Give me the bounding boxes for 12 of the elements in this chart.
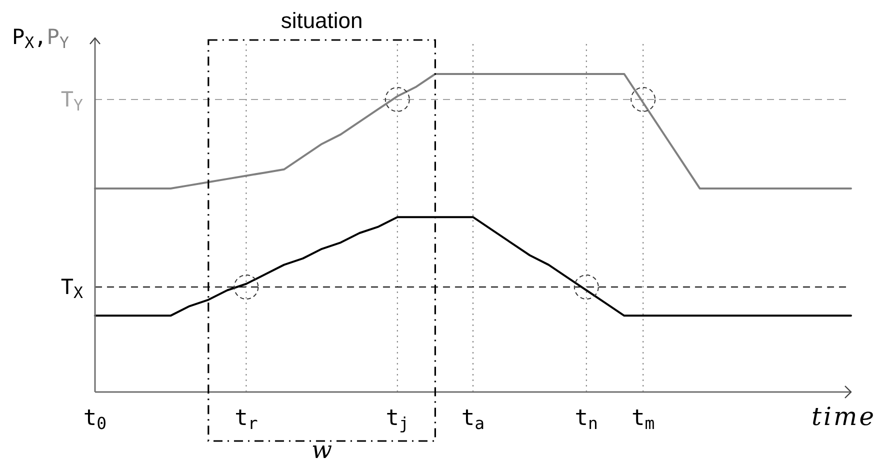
x-tick-label: t$_{j}$ [386,406,409,434]
x-tick-label: t$_{a}$ [461,406,485,434]
x-tick-label: t$_{n}$ [574,406,598,434]
text: w [312,436,333,464]
y-axis-title: P$_{X}$,P$_{Y}$ [12,25,70,52]
x-axis-title: time [811,402,876,431]
ref-line-label: T$_{Y}$ [60,87,84,114]
x-tick-label: t$_{r}$ [234,406,258,434]
ref-line-label: T$_{X}$ [60,275,84,302]
x-tick-label: t$_{0}$ [83,406,107,434]
x-tick-label: t$_{m}$ [632,406,655,434]
chart-title: situation [280,8,363,33]
